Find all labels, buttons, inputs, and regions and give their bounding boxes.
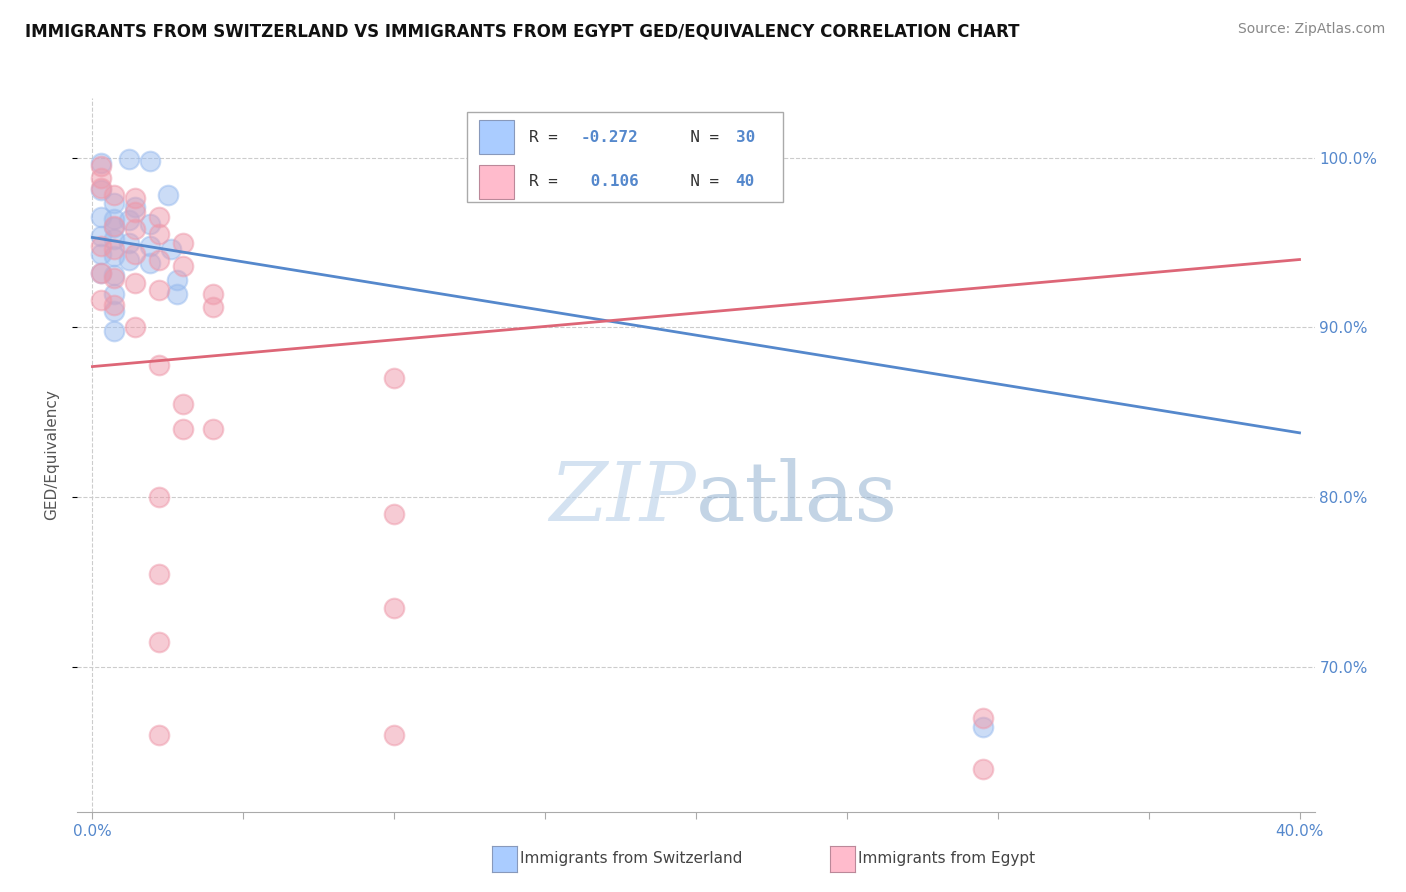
Point (103, 249, 125, 263)
Point (103, 324, 125, 338)
Point (172, 235, 194, 250)
Point (172, 260, 194, 274)
Point (124, 277, 146, 291)
Point (90, 266, 112, 280)
FancyBboxPatch shape (467, 112, 783, 202)
Point (103, 196, 125, 211)
Text: 40: 40 (735, 175, 755, 189)
Text: R =: R = (529, 175, 576, 189)
Point (117, 235, 139, 250)
Point (90, 228, 112, 243)
Point (166, 286, 188, 301)
Point (90, 239, 112, 253)
Point (103, 211, 125, 226)
FancyBboxPatch shape (479, 120, 515, 154)
Point (124, 320, 146, 334)
Point (382, 508, 405, 522)
Text: IMMIGRANTS FROM SWITZERLAND VS IMMIGRANTS FROM EGYPT GED/EQUIVALENCY CORRELATION: IMMIGRANTS FROM SWITZERLAND VS IMMIGRANT… (25, 22, 1019, 40)
Text: atlas: atlas (696, 458, 898, 538)
Text: Immigrants from Switzerland: Immigrants from Switzerland (520, 852, 742, 866)
Point (139, 217, 162, 231)
Point (90, 159, 112, 173)
Point (148, 491, 170, 505)
Point (124, 200, 146, 214)
Point (139, 239, 162, 253)
Point (90, 183, 112, 197)
Point (202, 286, 225, 301)
Point (148, 566, 170, 581)
Text: R =: R = (529, 130, 568, 145)
Point (103, 243, 125, 257)
Point (382, 600, 405, 615)
Point (90, 171, 112, 186)
Point (172, 397, 194, 411)
Point (972, 762, 994, 776)
Point (382, 371, 405, 385)
Point (117, 213, 139, 227)
Point (90, 155, 112, 169)
Text: N =: N = (671, 175, 728, 189)
Point (90, 266, 112, 280)
Text: Source: ZipAtlas.com: Source: ZipAtlas.com (1237, 22, 1385, 37)
Point (90, 181, 112, 195)
Point (139, 153, 162, 168)
Point (103, 232, 125, 246)
Text: 30: 30 (735, 130, 755, 145)
Point (202, 300, 225, 314)
Point (148, 635, 170, 649)
Point (103, 298, 125, 312)
Point (103, 188, 125, 202)
Point (972, 711, 994, 725)
Point (972, 720, 994, 734)
Point (103, 303, 125, 318)
Point (160, 243, 183, 257)
Point (124, 247, 146, 261)
Point (172, 422, 194, 436)
Point (166, 273, 188, 287)
Point (117, 153, 139, 167)
Point (139, 256, 162, 270)
Point (124, 191, 146, 205)
Text: ZIP: ZIP (550, 458, 696, 538)
Point (103, 220, 125, 235)
Point (124, 222, 146, 236)
Point (103, 268, 125, 282)
Point (103, 286, 125, 301)
Point (103, 219, 125, 233)
Point (148, 728, 170, 742)
Text: N =: N = (671, 130, 728, 145)
FancyBboxPatch shape (479, 165, 515, 199)
Point (148, 252, 170, 267)
Point (90, 293, 112, 308)
Point (202, 422, 225, 436)
Point (90, 247, 112, 261)
Text: 0.106: 0.106 (581, 175, 638, 189)
Point (103, 271, 125, 285)
Y-axis label: GED/Equivalency: GED/Equivalency (44, 390, 59, 520)
Point (156, 188, 179, 202)
Point (90, 210, 112, 224)
Point (148, 227, 170, 241)
Text: Immigrants from Egypt: Immigrants from Egypt (858, 852, 1035, 866)
Point (148, 283, 170, 297)
Point (148, 210, 170, 224)
Point (117, 252, 139, 267)
Point (124, 205, 146, 219)
Text: -0.272: -0.272 (581, 130, 638, 145)
Point (148, 358, 170, 372)
Point (382, 728, 405, 742)
